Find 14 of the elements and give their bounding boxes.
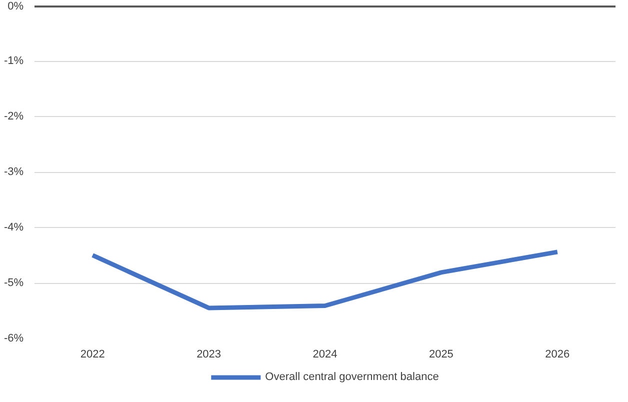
x-tick-label: 2026 [545,348,570,360]
x-tick-label: 2022 [80,348,105,360]
x-tick-label: 2023 [196,348,222,360]
x-tick-label: 2024 [312,348,338,360]
y-tick-label: -4% [4,222,24,234]
y-tick-label: -3% [4,166,24,178]
y-tick-label: -5% [4,277,24,289]
x-tick-label: 2025 [428,348,454,360]
line-series [90,250,560,310]
legend-label: Overall central government balance [265,371,439,383]
y-tick-label: -2% [4,110,24,122]
y-tick-label: -6% [4,332,24,344]
y-tick-label: 0% [8,0,24,12]
y-tick-label: -1% [4,55,24,67]
